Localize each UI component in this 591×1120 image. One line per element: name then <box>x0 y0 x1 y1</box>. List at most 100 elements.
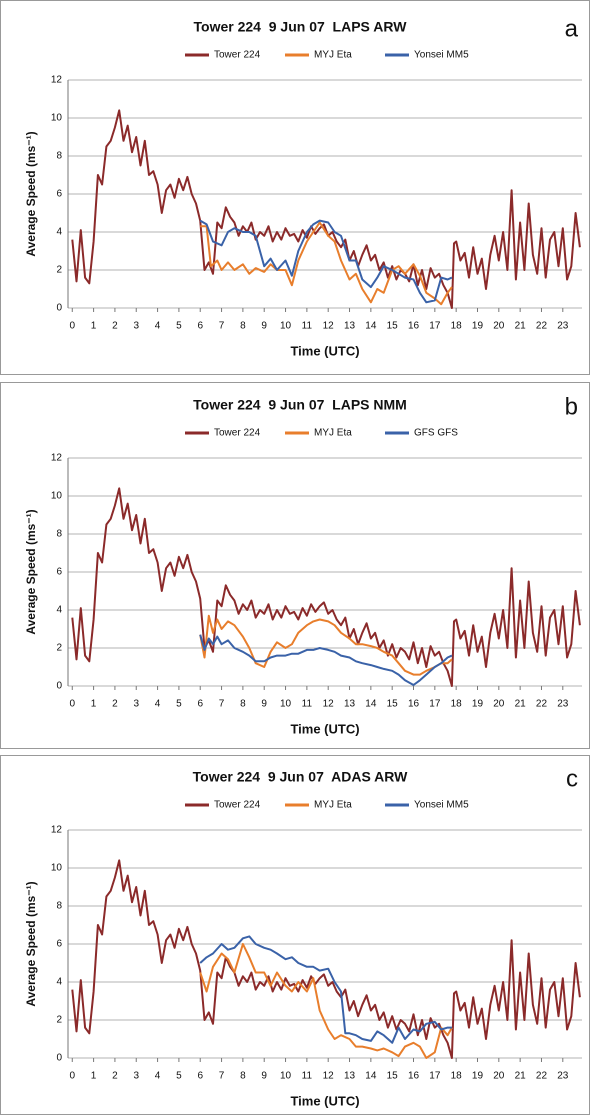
legend-label: MYJ Eta <box>314 800 352 811</box>
y-axis-title: Average Speed (ms⁻¹) <box>24 131 38 256</box>
x-tick-label: 6 <box>197 321 203 332</box>
y-tick-label: 8 <box>56 151 62 162</box>
y-tick-label: 0 <box>56 303 62 314</box>
panel-frame <box>0 382 590 749</box>
x-tick-label: 11 <box>302 321 313 332</box>
chart-title: Tower 224 9 Jun 07 ADAS ARW <box>193 769 409 785</box>
x-tick-label: 9 <box>261 1071 267 1082</box>
x-tick-label: 10 <box>280 699 292 710</box>
y-tick-label: 2 <box>56 1015 62 1026</box>
x-tick-label: 2 <box>112 321 118 332</box>
series-line <box>199 943 453 1059</box>
panel-label: a <box>565 15 579 42</box>
legend-label: Tower 224 <box>214 428 261 439</box>
x-tick-label: 23 <box>557 321 569 332</box>
x-tick-label: 6 <box>197 1071 203 1082</box>
x-tick-label: 17 <box>429 321 441 332</box>
x-tick-label: 8 <box>240 699 246 710</box>
series-line <box>200 221 453 306</box>
y-tick-label: 12 <box>51 75 63 86</box>
x-tick-label: 7 <box>219 321 225 332</box>
series-line <box>71 487 581 687</box>
legend-label: MYJ Eta <box>314 50 352 61</box>
legend-label: Yonsei MM5 <box>414 50 469 61</box>
x-tick-label: 15 <box>387 699 399 710</box>
y-tick-label: 8 <box>56 529 62 540</box>
chart-title: Tower 224 9 Jun 07 LAPS ARW <box>194 19 408 35</box>
y-tick-label: 8 <box>56 901 62 912</box>
x-tick-label: 10 <box>280 1071 292 1082</box>
x-tick-label: 19 <box>472 321 484 332</box>
y-tick-label: 2 <box>56 643 62 654</box>
y-axis-title: Average Speed (ms⁻¹) <box>24 881 38 1006</box>
x-tick-label: 20 <box>493 699 505 710</box>
x-tick-label: 18 <box>451 699 463 710</box>
legend-label: GFS GFS <box>414 428 458 439</box>
legend-label: Tower 224 <box>214 50 261 61</box>
x-tick-label: 16 <box>408 1071 420 1082</box>
x-tick-label: 6 <box>197 699 203 710</box>
x-tick-label: 4 <box>155 321 161 332</box>
x-tick-label: 16 <box>408 699 420 710</box>
series-line <box>199 935 452 1044</box>
series-line <box>71 109 581 309</box>
x-tick-label: 3 <box>133 699 139 710</box>
x-tick-label: 20 <box>493 1071 505 1082</box>
x-tick-label: 7 <box>219 1071 225 1082</box>
x-tick-label: 5 <box>176 1071 182 1082</box>
x-tick-label: 13 <box>344 699 356 710</box>
y-tick-label: 6 <box>56 189 62 200</box>
x-tick-label: 9 <box>261 699 267 710</box>
x-tick-label: 2 <box>112 1071 118 1082</box>
y-tick-label: 6 <box>56 567 62 578</box>
series-line <box>199 614 453 676</box>
x-tick-label: 18 <box>451 321 463 332</box>
x-tick-label: 23 <box>557 699 569 710</box>
x-tick-label: 11 <box>302 699 313 710</box>
series-line <box>199 219 453 304</box>
x-tick-label: 12 <box>323 699 335 710</box>
x-tick-label: 23 <box>557 1071 569 1082</box>
panel-frame <box>0 755 590 1115</box>
x-tick-label: 5 <box>176 321 182 332</box>
x-tick-label: 4 <box>155 699 161 710</box>
x-tick-label: 2 <box>112 699 118 710</box>
x-tick-label: 22 <box>536 1071 548 1082</box>
y-tick-label: 10 <box>51 863 63 874</box>
x-tick-label: 15 <box>387 1071 399 1082</box>
panel-label: c <box>566 765 578 792</box>
x-tick-label: 5 <box>176 699 182 710</box>
y-tick-label: 4 <box>56 227 62 238</box>
x-tick-label: 17 <box>429 1071 441 1082</box>
legend-label: Yonsei MM5 <box>414 800 469 811</box>
x-tick-label: 21 <box>515 1071 527 1082</box>
x-tick-label: 22 <box>536 321 548 332</box>
x-tick-label: 14 <box>365 1071 377 1082</box>
y-tick-label: 4 <box>56 605 62 616</box>
series-line <box>199 634 453 686</box>
y-tick-label: 10 <box>51 113 63 124</box>
x-tick-label: 19 <box>472 699 484 710</box>
y-tick-label: 6 <box>56 939 62 950</box>
legend-label: Tower 224 <box>214 800 261 811</box>
x-tick-label: 12 <box>323 1071 335 1082</box>
x-tick-label: 3 <box>133 1071 139 1082</box>
x-tick-label: 18 <box>451 1071 463 1082</box>
x-tick-label: 1 <box>91 699 97 710</box>
x-axis-title: Time (UTC) <box>290 343 359 358</box>
x-tick-label: 9 <box>261 321 267 332</box>
y-tick-label: 0 <box>56 681 62 692</box>
x-tick-label: 20 <box>493 321 505 332</box>
chart-title: Tower 224 9 Jun 07 LAPS NMM <box>193 397 407 413</box>
x-tick-label: 14 <box>365 699 377 710</box>
x-tick-label: 22 <box>536 699 548 710</box>
x-tick-label: 1 <box>91 321 97 332</box>
x-tick-label: 11 <box>302 1071 313 1082</box>
x-tick-label: 7 <box>219 699 225 710</box>
panel-label: b <box>565 393 578 420</box>
x-tick-label: 0 <box>69 321 75 332</box>
x-tick-label: 8 <box>240 321 246 332</box>
y-tick-label: 2 <box>56 265 62 276</box>
